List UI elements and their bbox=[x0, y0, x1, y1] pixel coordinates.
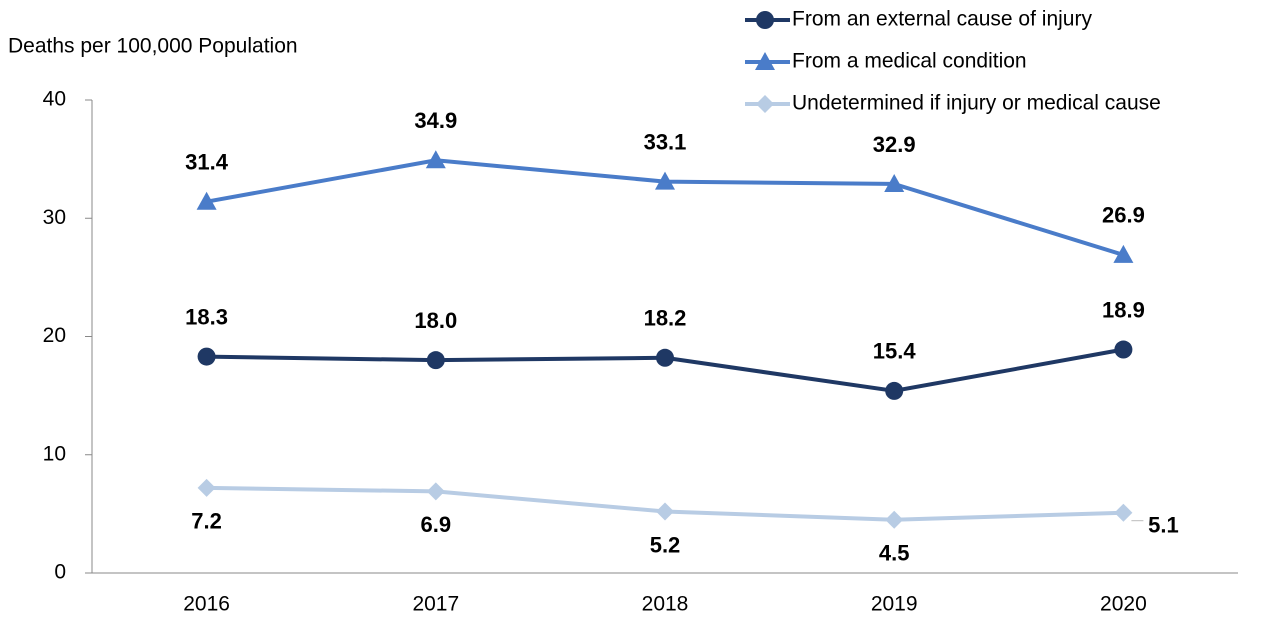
marker bbox=[1113, 244, 1134, 263]
marker bbox=[755, 52, 775, 70]
marker bbox=[884, 173, 905, 192]
data-label: 18.3 bbox=[185, 304, 228, 329]
data-label: 15.4 bbox=[873, 339, 917, 364]
marker bbox=[656, 502, 674, 521]
data-label: 26.9 bbox=[1102, 203, 1145, 228]
y-tick-label: 30 bbox=[43, 206, 66, 229]
legend-label: From an external cause of injury bbox=[792, 8, 1092, 31]
y-tick-label: 10 bbox=[43, 442, 66, 465]
data-label: 31.4 bbox=[185, 150, 229, 175]
legend-label: From a medical condition bbox=[792, 50, 1027, 73]
x-tick-label: 2016 bbox=[183, 593, 230, 616]
data-label: 7.2 bbox=[191, 509, 222, 534]
marker bbox=[656, 348, 674, 367]
data-label: 4.5 bbox=[879, 541, 910, 566]
marker bbox=[197, 347, 216, 366]
y-axis-title: Deaths per 100,000 Population bbox=[8, 35, 298, 58]
x-tick-label: 2018 bbox=[642, 593, 689, 616]
y-tick-label: 20 bbox=[43, 324, 66, 347]
marker bbox=[756, 95, 774, 113]
x-tick-label: 2020 bbox=[1100, 593, 1147, 616]
marker bbox=[425, 150, 446, 169]
marker bbox=[426, 482, 445, 501]
data-label: 6.9 bbox=[421, 512, 452, 537]
marker bbox=[426, 351, 445, 370]
data-label: 18.0 bbox=[414, 308, 457, 333]
marker bbox=[1114, 503, 1133, 522]
x-tick-label: 2017 bbox=[412, 593, 459, 616]
marker bbox=[885, 510, 904, 529]
marker bbox=[196, 191, 217, 210]
x-tick-label: 2019 bbox=[871, 593, 918, 616]
marker bbox=[885, 381, 904, 400]
data-label: 18.2 bbox=[644, 306, 687, 331]
marker bbox=[197, 478, 216, 497]
data-label: 32.9 bbox=[873, 132, 916, 157]
marker bbox=[655, 171, 675, 190]
data-label: 5.1 bbox=[1148, 513, 1179, 538]
data-label: 18.9 bbox=[1102, 297, 1145, 322]
marker bbox=[756, 11, 774, 29]
y-tick-label: 0 bbox=[54, 561, 66, 584]
data-label: 34.9 bbox=[414, 108, 457, 133]
legend-label: Undetermined if injury or medical cause bbox=[792, 92, 1161, 115]
data-label: 5.2 bbox=[650, 532, 681, 557]
data-label: 33.1 bbox=[644, 129, 687, 154]
y-tick-label: 40 bbox=[43, 88, 66, 111]
marker bbox=[1114, 340, 1133, 359]
